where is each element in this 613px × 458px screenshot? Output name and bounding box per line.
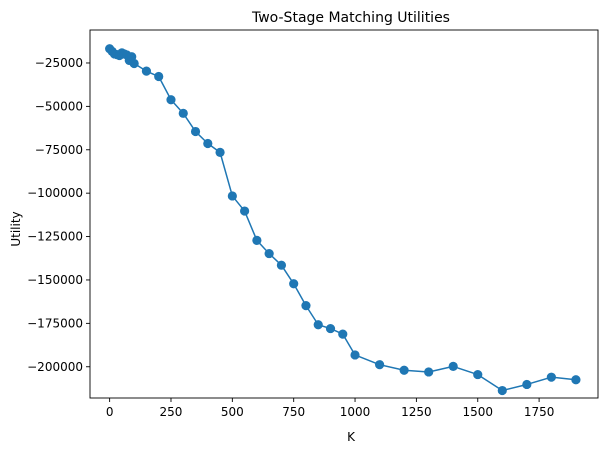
x-tick-label: 250 (160, 405, 183, 419)
data-point (338, 329, 348, 339)
data-point (448, 361, 458, 372)
data-point (289, 279, 299, 289)
data-point (178, 108, 188, 118)
y-tick-label: −175000 (27, 316, 83, 330)
x-tick-label: 0 (106, 405, 114, 419)
data-point (264, 248, 274, 259)
y-tick-label: −100000 (27, 186, 83, 200)
x-axis-label: K (347, 430, 356, 444)
data-point (546, 372, 556, 382)
chart-title: Two-Stage Matching Utilities (251, 10, 450, 26)
axes: 0 250 500 750 1000 1250 1500 1750 −25000 −50000 −7… (27, 29, 599, 419)
data-point (276, 260, 287, 270)
x-tick-label: 1750 (524, 405, 555, 419)
data-point (313, 320, 323, 330)
y-axis-label: Utility (9, 211, 23, 246)
y-tick-label: −200000 (27, 360, 83, 374)
data-point (154, 71, 164, 82)
data-point (325, 323, 336, 334)
data-point (497, 385, 507, 396)
data-point (374, 360, 385, 370)
data-point (166, 95, 176, 105)
data-point (215, 147, 225, 157)
data-point (190, 126, 201, 137)
data-point (227, 191, 237, 201)
plot-area (105, 44, 581, 396)
data-point (129, 58, 139, 69)
data-point (399, 365, 409, 375)
y-tick-label: −150000 (27, 273, 83, 287)
x-tick-label: 750 (282, 405, 305, 419)
x-tick-label: 1500 (462, 405, 493, 419)
axes-frame (89, 29, 599, 399)
y-tick-label: −25000 (35, 56, 83, 70)
y-tick-label: −75000 (35, 143, 83, 157)
y-tick-label: −50000 (35, 99, 83, 113)
data-point (141, 66, 152, 76)
data-point (571, 375, 581, 385)
data-point (240, 206, 250, 216)
y-tick-label: −125000 (27, 230, 83, 244)
data-point (301, 301, 311, 311)
data-point (424, 367, 434, 377)
data-point (203, 138, 213, 149)
x-tick-label: 500 (221, 405, 244, 419)
data-point (252, 235, 262, 245)
x-tick-label: 1250 (401, 405, 432, 419)
x-tick-label: 1000 (340, 405, 371, 419)
data-point (522, 379, 532, 390)
data-point (473, 369, 483, 380)
data-point (350, 350, 360, 360)
